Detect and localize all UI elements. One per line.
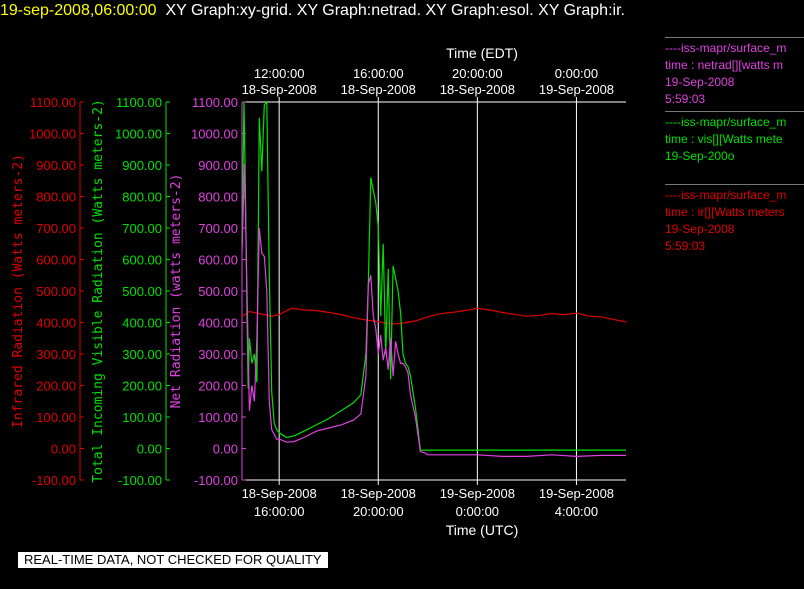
y-tick-label-vis: 1000.00 [115,127,162,142]
x-tick-label-top-time: 0:00:00 [555,66,598,81]
x-axis-title-bottom: Time (UTC) [446,522,519,538]
y-axis-title-netrad: Net Radiation (watts meters-2) [169,174,184,409]
x-tick-label-bottom-date: 19-Sep-2008 [539,486,614,501]
y-axis-title-ir: Infrared Radiation (Watts meters-2) [11,154,26,428]
legend-entry-line: 19-Sep-200o [665,149,735,163]
x-axis-title-top: Time (EDT) [446,45,518,61]
page-title: 19-sep-2008,06:00:00 XY Graph:xy-grid. X… [0,2,625,20]
x-tick-label-top-time: 12:00:00 [254,66,305,81]
legend-separator [665,37,804,38]
y-axis-title-vis: Total Incoming Visible Radiation (Watts … [91,99,106,483]
y-tick-label-vis: 800.00 [122,190,162,205]
legend-entry-line: 5:59:03 [665,92,706,106]
y-tick-label-netrad: 100.00 [198,410,238,425]
x-tick-label-bottom-date: 18-Sep-2008 [341,486,416,501]
y-tick-label-netrad: 600.00 [198,253,238,268]
legend-entry-line: time : netrad[][watts m [665,58,784,72]
y-tick-label-netrad: 0.00 [213,442,238,457]
y-tick-label-vis: 1100.00 [116,95,162,110]
y-tick-label-vis: 100.00 [122,410,162,425]
y-tick-label-netrad: 400.00 [198,316,238,331]
x-tick-label-bottom-time: 20:00:00 [353,504,404,519]
y-tick-label-vis: 500.00 [122,284,162,299]
y-tick-label-vis: -100.00 [118,473,162,488]
y-tick-label-netrad: 1000.00 [191,127,238,142]
x-tick-label-top-time: 16:00:00 [353,66,404,81]
x-tick-label-bottom-date: 19-Sep-2008 [440,486,515,501]
legend-entry-line: 19-Sep-2008 [665,75,735,89]
x-tick-label-bottom-date: 18-Sep-2008 [242,486,317,501]
y-tick-label-ir: 900.00 [36,158,76,173]
y-tick-label-vis: 900.00 [122,158,162,173]
x-tick-label-bottom-time: 0:00:00 [456,504,499,519]
x-tick-label-top-date: 19-Sep-2008 [539,82,614,97]
y-tick-label-netrad: 1100.00 [192,95,238,110]
legend-entry-line: ----iss-mapr/surface_m [665,41,787,55]
legend-entry-line: ----iss-mapr/surface_m [665,188,787,202]
y-tick-label-netrad: 500.00 [198,284,238,299]
y-tick-label-ir: 500.00 [36,284,76,299]
legend-entry-line: 19-Sep-2008 [665,222,735,236]
y-tick-label-vis: 600.00 [122,253,162,268]
x-tick-label-top-date: 18-Sep-2008 [242,82,317,97]
legend-separator [665,184,804,185]
legend-separator [665,111,804,112]
y-tick-label-ir: 200.00 [36,379,76,394]
y-tick-label-netrad: -100.00 [194,473,238,488]
y-tick-label-vis: 400.00 [122,316,162,331]
legend-entry-line: ----iss-mapr/surface_m [665,115,787,129]
y-tick-label-vis: 300.00 [122,347,162,362]
y-tick-label-ir: 800.00 [36,190,76,205]
y-tick-label-ir: 400.00 [36,316,76,331]
x-tick-label-top-date: 18-Sep-2008 [440,82,515,97]
y-tick-label-ir: 300.00 [36,347,76,362]
header-date: 19-sep-2008,06:00:00 [0,2,157,19]
y-tick-label-netrad: 300.00 [198,347,238,362]
x-tick-label-top-time: 20:00:00 [452,66,503,81]
legend-entry-line: time : ir[][Watts meters [665,205,785,219]
y-tick-label-vis: 200.00 [122,379,162,394]
quality-notice: REAL-TIME DATA, NOT CHECKED FOR QUALITY [18,552,328,568]
series-line-0 [241,307,627,325]
y-tick-label-netrad: 700.00 [198,221,238,236]
y-tick-label-ir: -100.00 [32,473,76,488]
y-tick-label-netrad: 200.00 [198,379,238,394]
y-tick-label-ir: 0.00 [51,442,76,457]
x-tick-label-bottom-time: 4:00:00 [555,504,598,519]
series-line-2 [241,164,626,458]
y-tick-label-ir: 700.00 [36,221,76,236]
legend-entry-line: time : vis[][Watts mete [665,132,783,146]
series-line-1 [241,100,626,451]
x-tick-label-bottom-time: 16:00:00 [254,504,305,519]
x-tick-label-top-date: 18-Sep-2008 [341,82,416,97]
y-tick-label-ir: 600.00 [36,253,76,268]
y-tick-label-netrad: 900.00 [198,158,238,173]
legend-entry-line: 5:59:03 [665,239,706,253]
y-tick-label-vis: 700.00 [122,221,162,236]
y-tick-label-ir: 1000.00 [29,127,76,142]
header-graph-list: XY Graph:xy-grid. XY Graph:netrad. XY Gr… [165,2,625,19]
y-tick-label-ir: 100.00 [36,410,76,425]
y-tick-label-netrad: 800.00 [198,190,238,205]
y-tick-label-vis: 0.00 [137,442,162,457]
y-tick-label-ir: 1100.00 [30,95,76,110]
